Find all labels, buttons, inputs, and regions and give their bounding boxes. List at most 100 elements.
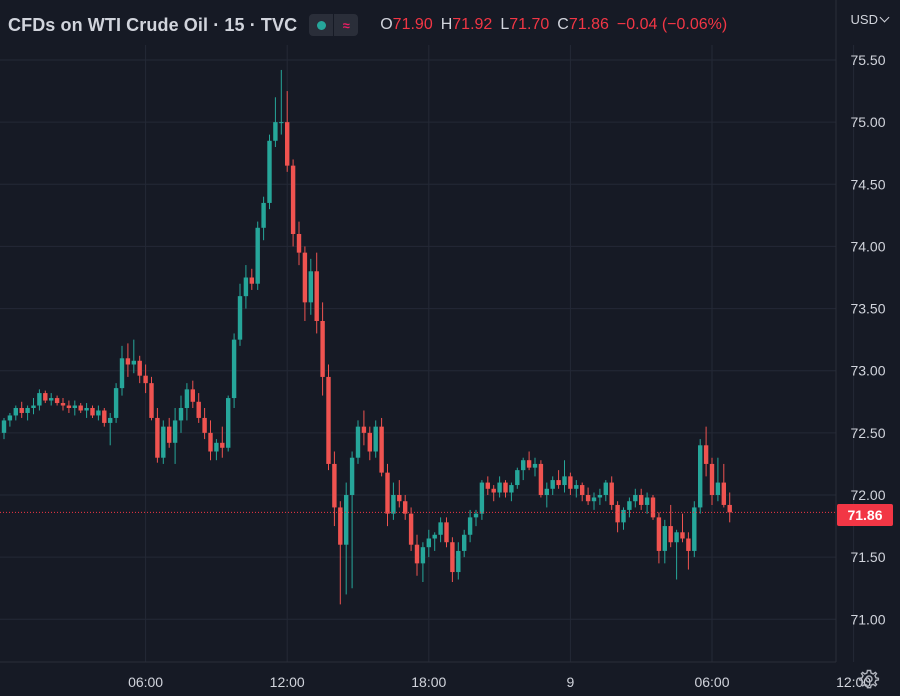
candle[interactable] xyxy=(662,519,667,564)
candle[interactable] xyxy=(444,517,449,548)
candle[interactable] xyxy=(249,268,254,290)
candle[interactable] xyxy=(568,472,573,495)
candle[interactable] xyxy=(585,487,591,505)
candle[interactable] xyxy=(403,495,408,520)
candle[interactable] xyxy=(485,476,490,495)
candle[interactable] xyxy=(214,439,219,461)
candle[interactable] xyxy=(497,476,502,498)
candle[interactable] xyxy=(220,426,225,458)
candle[interactable] xyxy=(680,513,685,543)
candle[interactable] xyxy=(509,482,514,502)
candle[interactable] xyxy=(172,408,178,464)
candle[interactable] xyxy=(113,383,119,423)
candle[interactable] xyxy=(544,482,549,508)
market-status[interactable]: ≈ xyxy=(309,14,359,36)
candle[interactable] xyxy=(125,343,131,377)
candle[interactable] xyxy=(184,383,190,421)
candle[interactable] xyxy=(703,426,709,477)
candle[interactable] xyxy=(43,390,48,404)
candle[interactable] xyxy=(296,221,302,266)
candle[interactable] xyxy=(603,480,608,502)
data-provider-icon[interactable]: ≈ xyxy=(334,14,359,36)
candle[interactable] xyxy=(668,504,673,548)
candle[interactable] xyxy=(556,470,561,489)
candle[interactable] xyxy=(397,480,402,508)
candle[interactable] xyxy=(473,509,479,527)
candles[interactable] xyxy=(1,69,732,605)
candle[interactable] xyxy=(178,395,184,433)
candle[interactable] xyxy=(503,480,508,498)
candle[interactable] xyxy=(627,497,632,518)
candle[interactable] xyxy=(54,395,60,406)
candle[interactable] xyxy=(491,485,496,502)
candle[interactable] xyxy=(462,529,467,558)
candle[interactable] xyxy=(538,460,544,498)
candle[interactable] xyxy=(715,457,721,502)
candle[interactable] xyxy=(727,492,732,523)
candle[interactable] xyxy=(420,542,426,582)
candle[interactable] xyxy=(338,501,343,605)
candle[interactable] xyxy=(143,364,148,394)
candle[interactable] xyxy=(644,492,650,514)
candle[interactable] xyxy=(60,398,66,411)
candle[interactable] xyxy=(591,492,597,510)
candle[interactable] xyxy=(13,405,18,421)
candle[interactable] xyxy=(149,376,154,421)
candle[interactable] xyxy=(308,258,313,315)
candle[interactable] xyxy=(19,401,24,418)
candle[interactable] xyxy=(391,482,396,520)
candle[interactable] xyxy=(302,246,308,321)
candle[interactable] xyxy=(597,488,603,505)
candle[interactable] xyxy=(639,488,644,510)
candle[interactable] xyxy=(102,408,107,427)
candle[interactable] xyxy=(332,451,337,527)
candle[interactable] xyxy=(66,400,72,413)
candle[interactable] xyxy=(426,529,431,558)
candle[interactable] xyxy=(161,420,166,464)
candle[interactable] xyxy=(467,509,473,543)
candle[interactable] xyxy=(202,408,207,440)
candle[interactable] xyxy=(96,405,101,421)
candle[interactable] xyxy=(119,345,125,396)
candle[interactable] xyxy=(355,420,361,464)
symbol-title[interactable]: CFDs on WTI Crude Oil · 15 · TVC xyxy=(8,14,298,35)
candle[interactable] xyxy=(721,463,726,508)
candle[interactable] xyxy=(279,69,284,135)
candle[interactable] xyxy=(698,439,703,514)
candle[interactable] xyxy=(456,542,461,580)
candle[interactable] xyxy=(633,488,638,508)
candle[interactable] xyxy=(320,302,325,396)
candle[interactable] xyxy=(686,532,691,570)
candle[interactable] xyxy=(31,398,36,415)
candle[interactable] xyxy=(72,400,77,416)
candle[interactable] xyxy=(515,467,520,489)
candle[interactable] xyxy=(650,495,656,520)
candle[interactable] xyxy=(285,91,290,172)
candle[interactable] xyxy=(131,339,136,374)
candle[interactable] xyxy=(37,389,42,411)
candle[interactable] xyxy=(414,534,420,576)
candle[interactable] xyxy=(108,412,113,446)
candle[interactable] xyxy=(709,457,715,505)
candle[interactable] xyxy=(521,457,526,481)
candle[interactable] xyxy=(78,403,83,413)
gear-icon[interactable] xyxy=(858,668,880,690)
candle[interactable] xyxy=(609,476,614,510)
candle[interactable] xyxy=(349,451,355,589)
candle[interactable] xyxy=(562,460,567,493)
candle[interactable] xyxy=(361,410,367,446)
candle[interactable] xyxy=(438,517,443,543)
candle[interactable] xyxy=(432,532,437,551)
candle[interactable] xyxy=(580,482,585,502)
candle[interactable] xyxy=(267,134,272,210)
market-status-icon[interactable] xyxy=(309,14,335,36)
candle[interactable] xyxy=(7,412,13,427)
candle[interactable] xyxy=(574,480,579,498)
candle[interactable] xyxy=(373,420,378,458)
candle[interactable] xyxy=(49,393,54,406)
currency-selector[interactable]: USD xyxy=(851,12,890,27)
candle[interactable] xyxy=(526,451,532,471)
candle[interactable] xyxy=(231,333,237,408)
candle[interactable] xyxy=(255,221,260,290)
price-axis[interactable]: 71.00 71.50 72.00 72.50 73.00 73.50 74.00 74.50… xyxy=(850,52,885,627)
